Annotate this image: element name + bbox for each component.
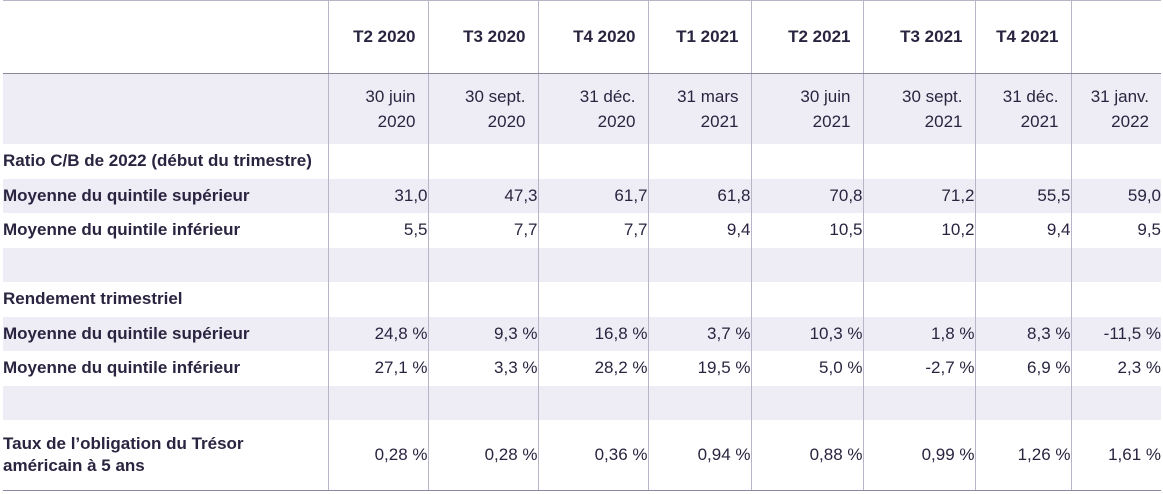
date-header: 30 juin 2020	[327, 73, 428, 144]
table-cell: 24,8 %	[327, 316, 428, 351]
table-cell: 9,3 %	[427, 316, 538, 351]
quarter-header-row: T2 2020 T3 2020 T4 2020 T1 2021 T2 2021 …	[3, 0, 1161, 74]
date-header: 31 déc. 2020	[537, 73, 648, 144]
date-header: 30 juin 2021	[750, 73, 863, 144]
quarter-header: T3 2020	[427, 0, 538, 74]
table-cell: 16,8 %	[537, 316, 648, 351]
table-row: Moyenne du quintile supérieur 24,8 % 9,3…	[3, 316, 1161, 351]
quarter-header: T2 2021	[750, 0, 863, 74]
table-cell: 10,5	[750, 213, 863, 248]
row-label: Moyenne du quintile inférieur	[3, 213, 328, 248]
table-cell: 28,2 %	[537, 351, 648, 386]
row-label: Taux de l’obligation du Trésor américain…	[3, 420, 328, 491]
table-cell: 9,4	[647, 213, 751, 248]
table-cell: 70,8	[750, 178, 863, 213]
table-cell: 2,3 %	[1070, 351, 1161, 386]
table-cell: 5,5	[327, 213, 428, 248]
table-row: Moyenne du quintile inférieur 5,5 7,7 7,…	[3, 213, 1161, 248]
table-cell: 0,36 %	[537, 420, 648, 491]
quarter-header: T4 2021	[974, 0, 1071, 74]
date-header: 31 mars 2021	[647, 73, 751, 144]
quarter-header	[1070, 0, 1161, 74]
section-title-pe: Ratio C/B de 2022 (début du trimestre)	[3, 144, 328, 179]
table-cell: 9,4	[974, 213, 1071, 248]
section-title-row: Ratio C/B de 2022 (début du trimestre)	[3, 144, 1161, 179]
table-cell: 59,0	[1070, 178, 1161, 213]
table-cell: 0,88 %	[750, 420, 863, 491]
table-row: Moyenne du quintile supérieur 31,0 47,3 …	[3, 178, 1161, 213]
table-cell: 0,94 %	[647, 420, 751, 491]
table-cell: 0,99 %	[862, 420, 975, 491]
table-cell: 6,9 %	[974, 351, 1071, 386]
spacer-row	[3, 385, 1161, 420]
table-cell: 0,28 %	[427, 420, 538, 491]
table-cell: 1,26 %	[974, 420, 1071, 491]
date-header: 30 sept. 2021	[862, 73, 975, 144]
table-row: Moyenne du quintile inférieur 27,1 % 3,3…	[3, 351, 1161, 386]
date-corner-cell	[3, 73, 328, 144]
header-corner-cell	[3, 0, 328, 74]
quarter-header: T1 2021	[647, 0, 751, 74]
row-label: Moyenne du quintile supérieur	[3, 316, 328, 351]
date-header-row: 30 juin 2020 30 sept. 2020 31 déc. 2020 31 …	[3, 73, 1161, 144]
row-label: Moyenne du quintile inférieur	[3, 351, 328, 386]
table-cell: 71,2	[862, 178, 975, 213]
table-cell: 1,61 %	[1070, 420, 1161, 491]
table-cell: 55,5	[974, 178, 1071, 213]
table-cell: -11,5 %	[1070, 316, 1161, 351]
table-row: Taux de l’obligation du Trésor américain…	[3, 420, 1161, 491]
date-header: 30 sept. 2020	[427, 73, 538, 144]
table-cell: 61,7	[537, 178, 648, 213]
quintile-table: T2 2020 T3 2020 T4 2020 T1 2021 T2 2021 …	[3, 0, 1161, 491]
quarter-header: T3 2021	[862, 0, 975, 74]
quarter-header: T2 2020	[327, 0, 428, 74]
table-cell: 3,7 %	[647, 316, 751, 351]
table-cell: 8,3 %	[974, 316, 1071, 351]
table-cell: 7,7	[427, 213, 538, 248]
quarter-header: T4 2020	[537, 0, 648, 74]
table-cell: 10,2	[862, 213, 975, 248]
table-cell: 27,1 %	[327, 351, 428, 386]
table-cell: 61,8	[647, 178, 751, 213]
row-label: Moyenne du quintile supérieur	[3, 178, 328, 213]
table-cell: 5,0 %	[750, 351, 863, 386]
table-cell: 7,7	[537, 213, 648, 248]
date-header: 31 déc. 2021	[974, 73, 1071, 144]
table-cell: 9,5	[1070, 213, 1161, 248]
section-title-returns: Rendement trimestriel	[3, 282, 328, 317]
table-cell: 47,3	[427, 178, 538, 213]
table-cell: 31,0	[327, 178, 428, 213]
spacer-row	[3, 247, 1161, 282]
section-title-row: Rendement trimestriel	[3, 282, 1161, 317]
table-cell: 0,28 %	[327, 420, 428, 491]
table-cell: 1,8 %	[862, 316, 975, 351]
table-cell: 19,5 %	[647, 351, 751, 386]
table-cell: 10,3 %	[750, 316, 863, 351]
table-cell: -2,7 %	[862, 351, 975, 386]
date-header: 31 janv. 2022	[1070, 73, 1161, 144]
table-cell: 3,3 %	[427, 351, 538, 386]
